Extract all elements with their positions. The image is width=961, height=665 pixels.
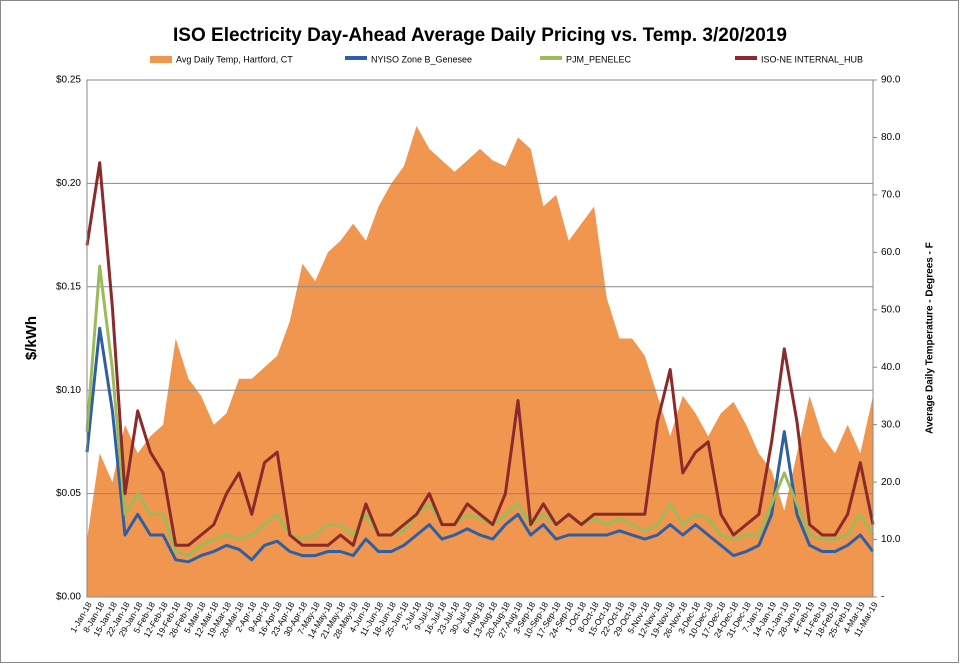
y-tick-label: $0.20 bbox=[56, 178, 81, 189]
legend-swatch bbox=[345, 56, 367, 60]
legend-swatch bbox=[735, 56, 757, 60]
y2-tick-label: 50.0 bbox=[881, 304, 901, 315]
y2-tick-label: 70.0 bbox=[881, 190, 901, 201]
y2-tick-label: 60.0 bbox=[881, 247, 901, 258]
price-line bbox=[85, 326, 875, 564]
y2-tick-label: 20.0 bbox=[881, 477, 901, 488]
y-tick-label: $0.25 bbox=[56, 75, 81, 86]
y-axis-title: $/kWh bbox=[23, 316, 40, 360]
legend-swatch bbox=[540, 56, 562, 60]
y-tick-label: $0.10 bbox=[56, 385, 81, 396]
legend-label: PJM_PENELEC bbox=[566, 54, 632, 64]
y2-axis-title: Average Daily Temperature - Degrees - F bbox=[925, 242, 936, 434]
y-tick-label: $0.05 bbox=[56, 488, 81, 499]
y2-tick-label: - bbox=[881, 592, 884, 603]
temperature-area bbox=[87, 126, 873, 597]
y2-tick-label: 80.0 bbox=[881, 132, 901, 143]
legend-label: NYISO Zone B_Genesee bbox=[371, 54, 472, 64]
y2-tick-label: 10.0 bbox=[881, 534, 901, 545]
plot-frame bbox=[86, 79, 874, 598]
y2-tick-label: 90.0 bbox=[881, 75, 901, 86]
chart-title: ISO Electricity Day-Ahead Average Daily … bbox=[173, 25, 787, 46]
y-tick-label: $0.15 bbox=[56, 281, 81, 292]
y2-tick-label: 30.0 bbox=[881, 419, 901, 430]
price-line bbox=[85, 161, 875, 547]
price-line bbox=[85, 264, 875, 558]
y2-tick-label: 40.0 bbox=[881, 362, 901, 373]
legend-label: ISO-NE INTERNAL_HUB bbox=[761, 54, 863, 64]
y-tick-label: $0.00 bbox=[56, 592, 81, 603]
legend-label: Avg Daily Temp, Hartford, CT bbox=[176, 54, 293, 64]
legend-swatch bbox=[150, 56, 172, 63]
